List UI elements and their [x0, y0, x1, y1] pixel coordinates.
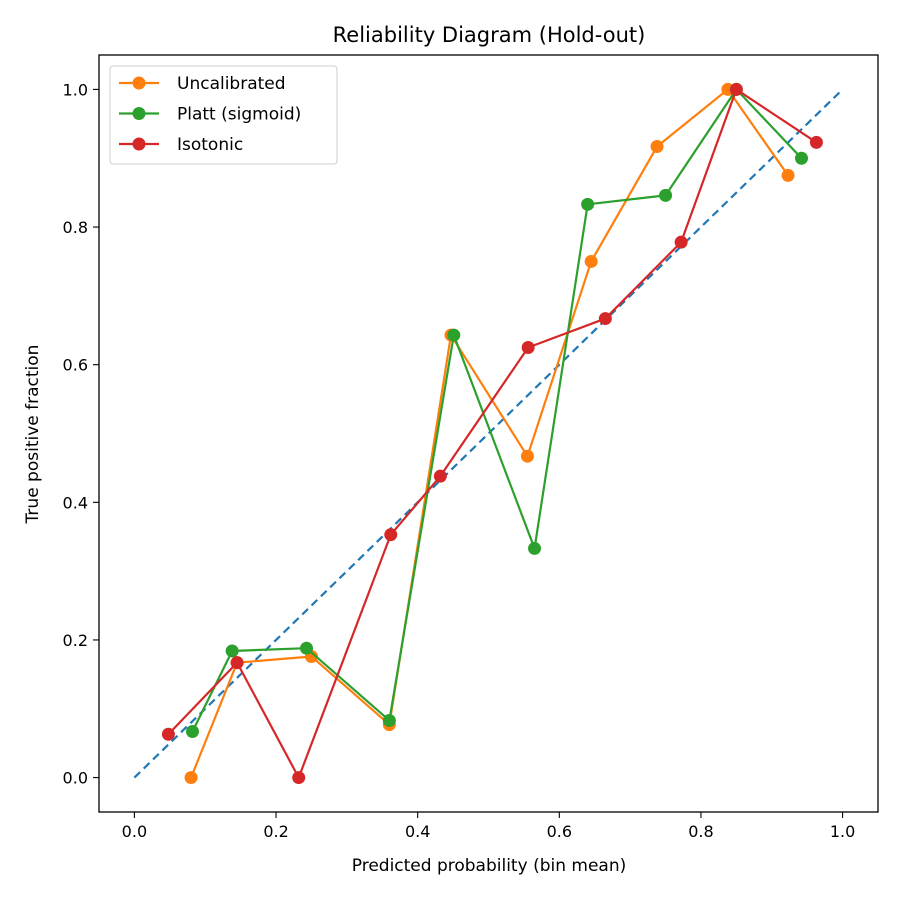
data-point	[674, 235, 688, 249]
data-point	[184, 771, 198, 785]
data-point	[382, 713, 396, 727]
y-tick-label: 0.0	[63, 769, 88, 788]
data-point	[584, 254, 598, 268]
series-line	[190, 88, 789, 778]
legend-label: Uncalibrated	[177, 74, 286, 94]
data-point	[161, 727, 175, 741]
y-tick-label: 0.6	[63, 356, 88, 375]
data-point	[795, 151, 809, 165]
data-point	[729, 82, 743, 96]
data-point	[292, 771, 306, 785]
data-point	[185, 724, 199, 738]
series-uncalibrated	[184, 82, 795, 785]
y-axis: 0.0 0.2 0.4 0.6 0.8 1.0	[63, 80, 99, 788]
data-point	[433, 469, 447, 483]
y-tick-label: 0.8	[63, 218, 88, 237]
perfect-calibration-line	[133, 88, 844, 779]
legend-item-uncalibrated: Uncalibrated	[119, 74, 286, 94]
data-point	[384, 528, 398, 542]
series-isotonic	[161, 82, 823, 785]
y-tick-label: 0.4	[63, 493, 88, 512]
legend-swatch-marker	[132, 137, 146, 151]
data-point	[598, 312, 612, 326]
data-point	[447, 328, 461, 342]
legend-box	[109, 65, 338, 165]
x-axis: 0.0 0.2 0.4 0.6 0.8 1.0	[122, 812, 855, 841]
x-tick-label: 0.0	[122, 822, 147, 841]
y-tick-label: 1.0	[63, 80, 88, 99]
chart-title: Reliability Diagram (Hold-out)	[333, 23, 646, 47]
x-tick-label: 0.2	[263, 822, 288, 841]
data-point	[581, 197, 595, 211]
legend-swatch-marker	[132, 107, 146, 120]
data-point	[528, 541, 542, 555]
legend-label: Platt (sigmoid)	[177, 105, 301, 125]
legend-item-platt-sigmoid: Platt (sigmoid)	[119, 105, 301, 125]
legend-swatch-marker	[132, 76, 146, 90]
data-point	[781, 168, 795, 182]
series-platt-sigmoid	[185, 82, 809, 738]
x-tick-label: 1.0	[830, 822, 855, 841]
series-line	[167, 88, 817, 779]
y-tick-label: 0.2	[63, 631, 88, 650]
legend-label: Isotonic	[177, 135, 243, 155]
data-point	[521, 340, 535, 354]
data-point	[520, 449, 534, 463]
legend: Uncalibrated Platt (sigmoid) Isotonic	[109, 65, 338, 165]
plot-area	[133, 82, 844, 785]
legend-item-isotonic: Isotonic	[119, 135, 243, 155]
data-point	[230, 656, 244, 670]
data-point	[659, 188, 673, 202]
y-axis-label: True positive fraction	[23, 345, 43, 525]
data-point	[650, 140, 664, 154]
x-tick-label: 0.6	[547, 822, 572, 841]
plot-frame	[98, 54, 879, 813]
x-tick-label: 0.8	[688, 822, 713, 841]
x-tick-label: 0.4	[405, 822, 430, 841]
data-point	[809, 135, 823, 149]
data-point	[299, 641, 313, 655]
data-point	[225, 644, 239, 658]
x-axis-label: Predicted probability (bin mean)	[352, 856, 626, 876]
series-line	[191, 88, 803, 732]
